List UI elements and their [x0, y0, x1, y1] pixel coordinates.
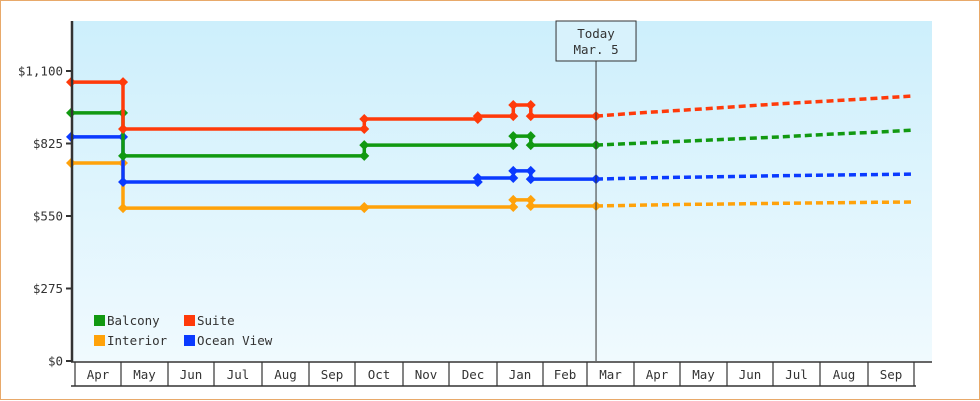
data-point[interactable]: [525, 131, 536, 142]
data-point[interactable]: [508, 131, 519, 142]
legend-label: Suite: [197, 313, 235, 328]
legend-item-suite[interactable]: Suite: [184, 313, 235, 328]
x-month-label: Sep: [880, 367, 903, 382]
data-point[interactable]: [508, 202, 519, 213]
data-point[interactable]: [118, 77, 129, 88]
data-point[interactable]: [525, 165, 536, 176]
legend-label: Balcony: [107, 313, 160, 328]
x-month-label: Jul: [785, 367, 808, 382]
y-tick-label: $825: [33, 136, 63, 151]
x-month-label: Aug: [274, 367, 297, 382]
data-point[interactable]: [118, 203, 129, 214]
x-month-label: Apr: [646, 367, 669, 382]
forecast-line: [595, 200, 913, 208]
legend-label: Ocean View: [197, 333, 273, 348]
x-month-label: Sep: [321, 367, 344, 382]
x-month-label: Aug: [833, 367, 856, 382]
data-point[interactable]: [525, 200, 536, 211]
data-point[interactable]: [472, 111, 483, 122]
data-point[interactable]: [118, 150, 129, 161]
today-label: Today: [577, 26, 615, 41]
x-month-label: May: [692, 367, 715, 382]
data-point[interactable]: [359, 113, 370, 124]
legend: Balcony Suite Interior Ocean View: [94, 313, 273, 348]
x-month-label: Feb: [554, 367, 577, 382]
forecast-line: [595, 172, 913, 181]
data-point[interactable]: [359, 202, 370, 213]
data-point[interactable]: [508, 165, 519, 176]
today-date: Mar. 5: [573, 42, 618, 57]
data-point[interactable]: [359, 150, 370, 161]
y-tick-label: $550: [33, 209, 63, 224]
x-month-label: Oct: [368, 367, 391, 382]
data-point[interactable]: [359, 124, 370, 134]
today-box: [555, 20, 637, 62]
x-month-label: Jan: [509, 367, 532, 382]
data-point[interactable]: [508, 111, 519, 122]
data-point[interactable]: [508, 140, 519, 151]
legend-item-balcony[interactable]: Balcony: [94, 313, 160, 328]
data-point[interactable]: [359, 140, 370, 151]
legend-swatch: [184, 315, 195, 326]
data-point[interactable]: [525, 111, 536, 122]
legend-item-ocean-view[interactable]: Ocean View: [184, 333, 273, 348]
data-point[interactable]: [525, 140, 536, 151]
x-month-label: May: [133, 367, 156, 382]
legend-swatch: [94, 315, 105, 326]
legend-swatch: [94, 335, 105, 346]
x-month-label: Dec: [462, 367, 485, 382]
axes: $0 $275 $550 $825 $1,100 Apr May Jun Jul Aug Sep Oc…: [18, 21, 932, 387]
series-balcony: [66, 107, 913, 161]
data-point[interactable]: [118, 124, 129, 134]
legend-swatch: [184, 335, 195, 346]
legend-item-interior[interactable]: Interior: [94, 333, 168, 348]
y-tick-label: $1,100: [18, 64, 63, 79]
y-tick-label: $0: [48, 354, 63, 369]
data-point[interactable]: [118, 176, 129, 187]
plot-area: [72, 21, 932, 361]
data-point[interactable]: [508, 173, 519, 184]
data-point[interactable]: [472, 173, 483, 184]
data-point[interactable]: [525, 194, 536, 205]
forecast-line: [595, 94, 914, 118]
x-month-label: Mar: [599, 367, 622, 382]
data-point[interactable]: [525, 100, 536, 111]
x-month-label: Jun: [180, 367, 203, 382]
data-point[interactable]: [525, 174, 536, 185]
x-month-label: Nov: [415, 367, 438, 382]
y-tick-label: $275: [33, 281, 63, 296]
data-point[interactable]: [508, 100, 519, 111]
x-month-label: Jul: [227, 367, 250, 382]
legend-label: Interior: [107, 333, 168, 348]
x-month-label: Jun: [739, 367, 762, 382]
forecast-line: [595, 128, 913, 147]
x-month-label: Apr: [87, 367, 110, 382]
data-point[interactable]: [508, 194, 519, 205]
